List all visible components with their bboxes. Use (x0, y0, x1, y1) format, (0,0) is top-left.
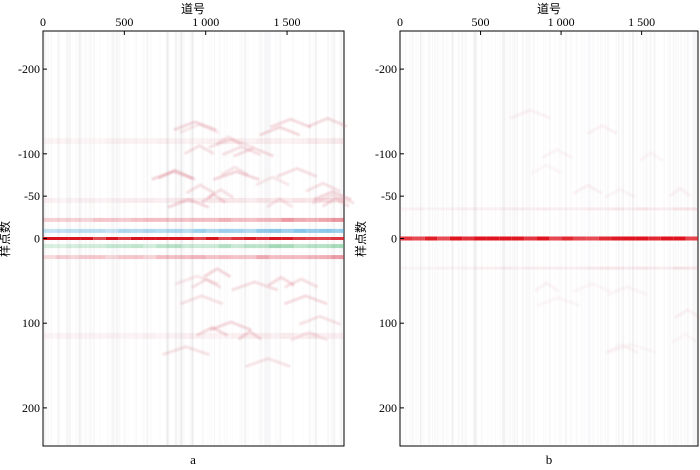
event-chevron (151, 169, 196, 181)
x-tick-label: 1 500 (274, 15, 301, 29)
event-chevron (607, 342, 656, 354)
event-chevron (541, 147, 573, 160)
event-chevron (276, 166, 318, 178)
event-chevron (509, 108, 552, 120)
panel-label-a: a (190, 452, 196, 467)
panel-label-b: b (546, 452, 553, 467)
event-chevron (674, 308, 700, 320)
event-chevron (184, 143, 215, 156)
event-chevron (203, 266, 232, 278)
event-chevron (604, 343, 640, 355)
y-tick-label: 200 (22, 401, 40, 415)
x-tick-label: 1 000 (192, 15, 219, 29)
x-axis-title-b: 道号 (537, 2, 561, 16)
x-ticks-a: 0 500 1 000 1 500 (40, 15, 301, 35)
event-chevron (536, 295, 580, 308)
y-tick-label: 0 (391, 232, 397, 246)
event-chevron (207, 187, 235, 199)
event-chevron (572, 183, 603, 195)
y-tick-label: -100 (375, 147, 397, 161)
event-chevron (607, 285, 648, 297)
y-tick-label: 100 (22, 316, 40, 330)
event-chevron (220, 165, 249, 177)
event-chevron (185, 183, 215, 195)
y-tick-label: 200 (379, 401, 397, 415)
y-tick-label: 0 (34, 232, 40, 246)
event-chevron (269, 117, 312, 129)
event-chevron (604, 187, 637, 199)
event-chevron (212, 170, 260, 182)
event-chevron (534, 281, 560, 293)
x-tick-label: 0 (397, 15, 403, 29)
event-chevron (162, 345, 210, 357)
event-chevron (233, 146, 275, 158)
event-chevron (267, 275, 295, 287)
x-tick-label: 500 (472, 15, 490, 29)
y-axis-title-a: 样点数 (0, 221, 12, 257)
heatmap-b (400, 32, 700, 445)
event-chevron (290, 330, 329, 342)
event-chevron (237, 329, 263, 341)
event-chevron (586, 123, 618, 135)
event-chevron (208, 137, 254, 149)
event-chevron (638, 150, 664, 162)
event-chevron (305, 181, 341, 193)
event-chevron (298, 314, 342, 326)
y-tick-label: -50 (24, 189, 40, 203)
x-tick-label: 1 500 (628, 15, 655, 29)
event-chevron (179, 294, 224, 306)
event-chevron (530, 163, 562, 175)
event-chevron (179, 122, 220, 134)
x-tick-label: 0 (40, 15, 46, 29)
event-chevron (231, 280, 278, 292)
panel-b: 0 500 1 000 1 500 -200 -100 -50 0 100 200 道号 样点数… (353, 2, 700, 467)
event-chevron (244, 357, 292, 369)
y-tick-label: -50 (381, 189, 397, 203)
x-ticks-b: 0 500 1 000 1 500 (397, 15, 655, 35)
event-chevron (283, 294, 328, 306)
event-chevron (572, 282, 612, 294)
event-chevron (311, 193, 355, 205)
y-tick-label: -200 (18, 62, 40, 76)
y-tick-label: -100 (18, 147, 40, 161)
event-chevron (255, 175, 290, 187)
event-chevron (312, 190, 352, 202)
x-tick-label: 1 000 (548, 15, 575, 29)
panel-a: 0 500 1 000 1 500 -200 -100 -50 0 100 200 道号 样点数… (0, 2, 355, 467)
event-chevron (221, 145, 261, 157)
heatmap-a (42, 32, 355, 445)
y-tick-label: 100 (379, 316, 397, 330)
event-chevron (259, 125, 301, 137)
event-chevron (671, 332, 700, 344)
event-chevron (668, 186, 692, 198)
event-chevron (209, 320, 252, 332)
y-axis-title-b: 样点数 (353, 221, 368, 257)
event-chevron (307, 116, 348, 128)
y-ticks-b: -200 -100 -50 0 100 200 (375, 62, 404, 415)
x-tick-label: 500 (115, 15, 133, 29)
x-axis-title-a: 道号 (181, 2, 205, 16)
y-tick-label: -200 (375, 62, 397, 76)
event-chevron (167, 197, 210, 209)
event-chevron (174, 274, 219, 286)
y-ticks-a: -200 -100 -50 0 100 200 (18, 62, 47, 415)
event-chevron (266, 197, 294, 209)
event-chevron (321, 196, 350, 208)
event-chevron (196, 325, 229, 337)
